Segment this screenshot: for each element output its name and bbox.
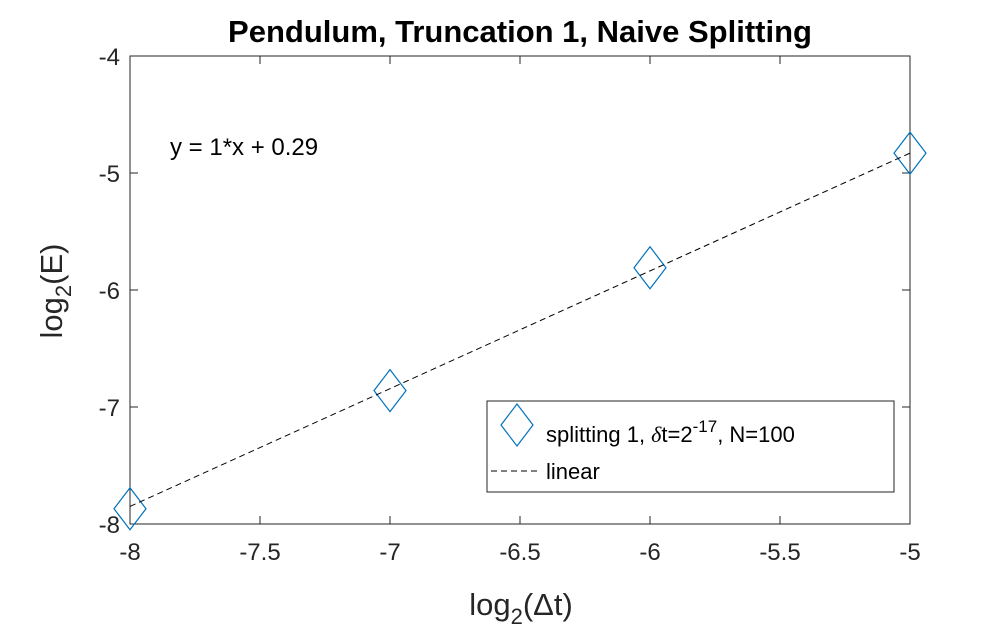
series-layer <box>113 131 927 531</box>
x-tick-label: -8 <box>119 539 140 566</box>
x-axis-label: log2(Δt) <box>469 587 573 629</box>
x-tick-label: -7.5 <box>239 539 280 566</box>
data-point-diamond <box>893 131 927 176</box>
x-axis-label-subscript: 2 <box>511 604 523 629</box>
y-tick-label: -8 <box>99 512 120 539</box>
y-axis-label-base: log <box>34 297 69 338</box>
legend-label-linear: linear <box>546 459 600 484</box>
y-axis-label-arg: (E) <box>34 244 69 285</box>
legend-label-part-2: t=2 <box>661 422 692 447</box>
y-tick-label: -5 <box>99 161 120 188</box>
y-tick-label: -4 <box>99 44 120 71</box>
legend-label-superscript: -17 <box>693 417 718 436</box>
x-axis-label-base: log <box>469 587 510 622</box>
legend-label-delta: δ <box>651 422 662 447</box>
legend-label-part-3: , N=100 <box>717 422 795 447</box>
y-axis-label-subscript: 2 <box>51 285 76 297</box>
chart-title: Pendulum, Truncation 1, Naive Splitting <box>228 14 812 49</box>
x-axis-ticks: -8 -7.5 -7 -6.5 -6 -5.5 -5 <box>119 56 921 566</box>
fit-annotation: y = 1*x + 0.29 <box>170 134 318 161</box>
y-axis-label: log2(E) <box>34 244 76 339</box>
x-tick-label: -5 <box>899 539 920 566</box>
x-tick-label: -6.5 <box>499 539 540 566</box>
data-point-diamond <box>373 368 407 413</box>
linear-fit-line <box>129 152 911 507</box>
x-tick-label: -5.5 <box>759 539 800 566</box>
legend-box <box>486 400 895 493</box>
y-tick-label: -6 <box>99 278 120 305</box>
x-tick-label: -7 <box>379 539 400 566</box>
x-axis-label-arg: (Δt) <box>523 587 573 622</box>
x-tick-label: -6 <box>639 539 660 566</box>
y-tick-label: -7 <box>99 395 120 422</box>
data-point-diamond <box>633 245 667 290</box>
y-axis-ticks: -8 -7 -6 -5 -4 <box>99 44 910 539</box>
legend: splitting 1, δt=2-17, N=100 linear <box>486 400 895 493</box>
legend-label-splitting: splitting 1, δt=2-17, N=100 <box>546 417 795 447</box>
legend-label-part-1: splitting 1, <box>546 422 651 447</box>
legend-marker-diamond <box>500 403 534 447</box>
